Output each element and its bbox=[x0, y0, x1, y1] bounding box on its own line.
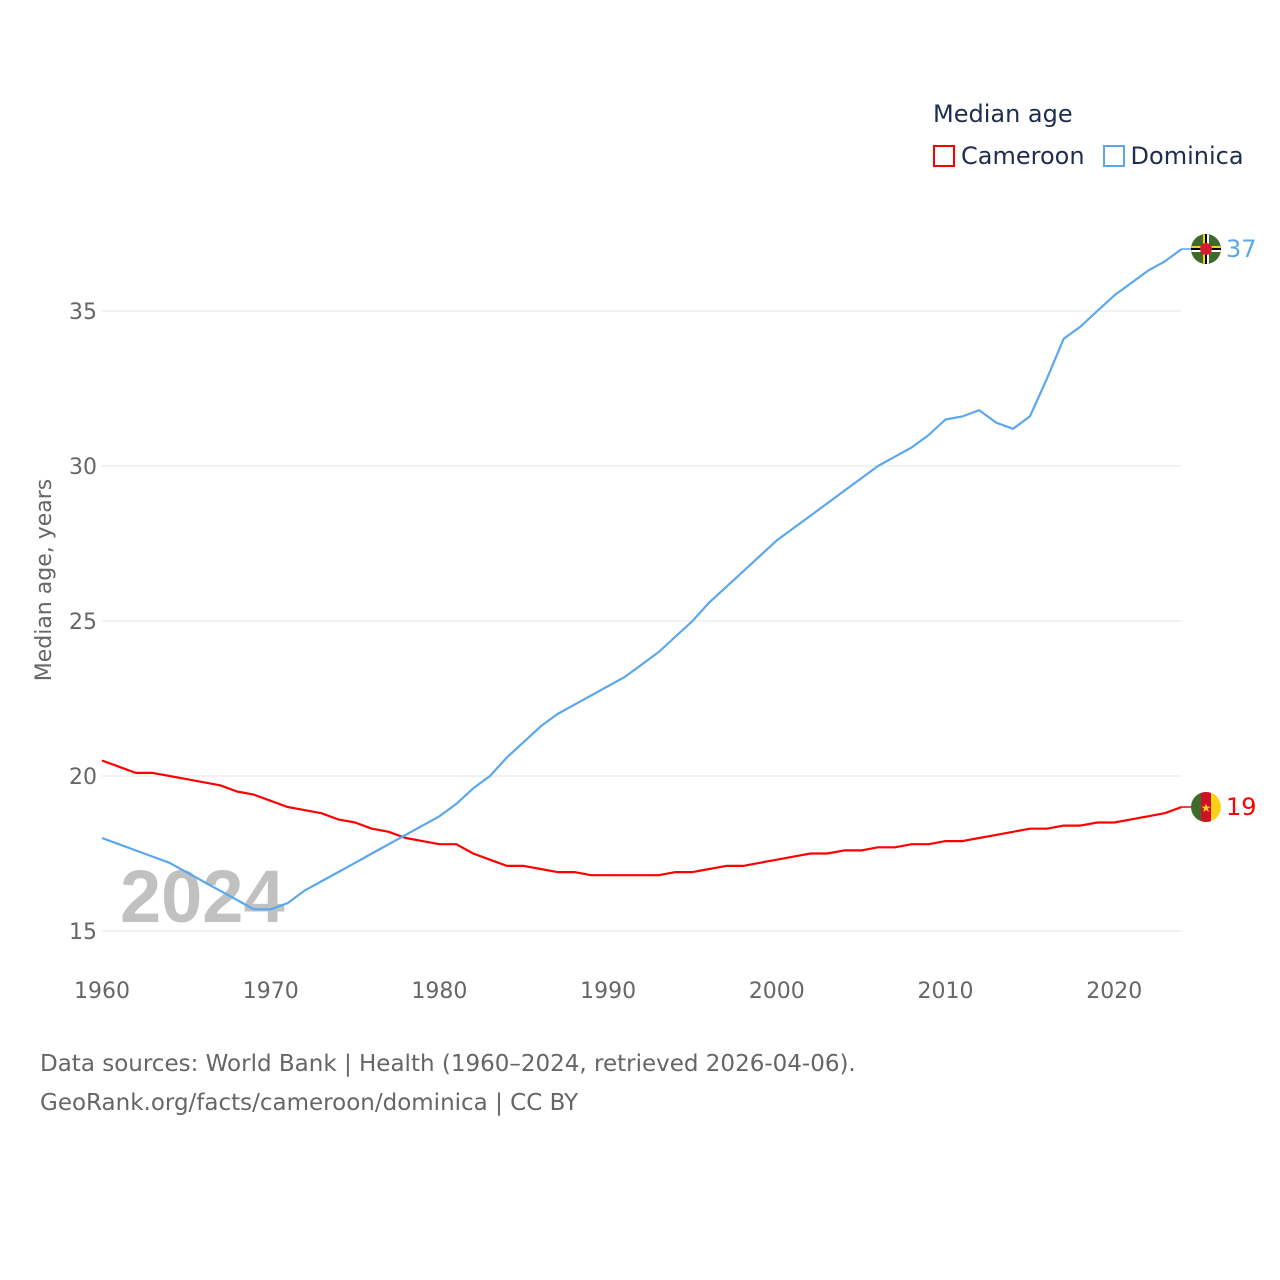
source-note: Data sources: World Bank | Health (1960–… bbox=[40, 1045, 856, 1123]
y-tick-label: 15 bbox=[69, 920, 97, 945]
end-value-label: 19 bbox=[1226, 793, 1257, 821]
x-tick-label: 2010 bbox=[918, 979, 974, 1004]
legend-label: Cameroon bbox=[961, 142, 1085, 170]
y-axis-title: Median age, years bbox=[32, 479, 57, 682]
legend-swatch-cameroon bbox=[933, 145, 955, 167]
x-tick-label: 1980 bbox=[411, 979, 467, 1004]
source-line: Data sources: World Bank | Health (1960–… bbox=[40, 1051, 856, 1077]
y-tick-label: 20 bbox=[69, 765, 97, 790]
year-watermark: 2024 bbox=[120, 855, 285, 938]
x-tick-label: 2000 bbox=[749, 979, 805, 1004]
legend-item-cameroon[interactable]: Cameroon bbox=[933, 142, 1085, 170]
svg-text:★: ★ bbox=[1201, 801, 1212, 815]
legend-title: Median age bbox=[933, 100, 1073, 128]
legend-swatch-dominica bbox=[1102, 145, 1125, 167]
x-tick-label: 1960 bbox=[74, 979, 130, 1004]
legend-item-dominica[interactable]: Dominica bbox=[1102, 142, 1244, 170]
end-value-label: 37 bbox=[1226, 235, 1257, 263]
series-line-dominica bbox=[101, 248, 1183, 911]
flag-dominica-icon bbox=[1191, 234, 1221, 264]
legend: Cameroon Dominica bbox=[933, 142, 1244, 170]
x-tick-label: 1990 bbox=[580, 979, 636, 1004]
y-tick-label: 25 bbox=[69, 610, 97, 635]
y-tick-label: 30 bbox=[69, 455, 97, 480]
source-link[interactable]: GeoRank.org/facts/cameroon/dominica | CC… bbox=[40, 1090, 579, 1116]
series-line-cameroon bbox=[101, 759, 1183, 877]
x-tick-label: 2020 bbox=[1086, 979, 1142, 1004]
flag-cameroon-icon: ★ bbox=[1191, 792, 1221, 822]
x-tick-label: 1970 bbox=[243, 979, 299, 1004]
y-tick-label: 35 bbox=[69, 300, 97, 325]
legend-label: Dominica bbox=[1130, 142, 1244, 170]
